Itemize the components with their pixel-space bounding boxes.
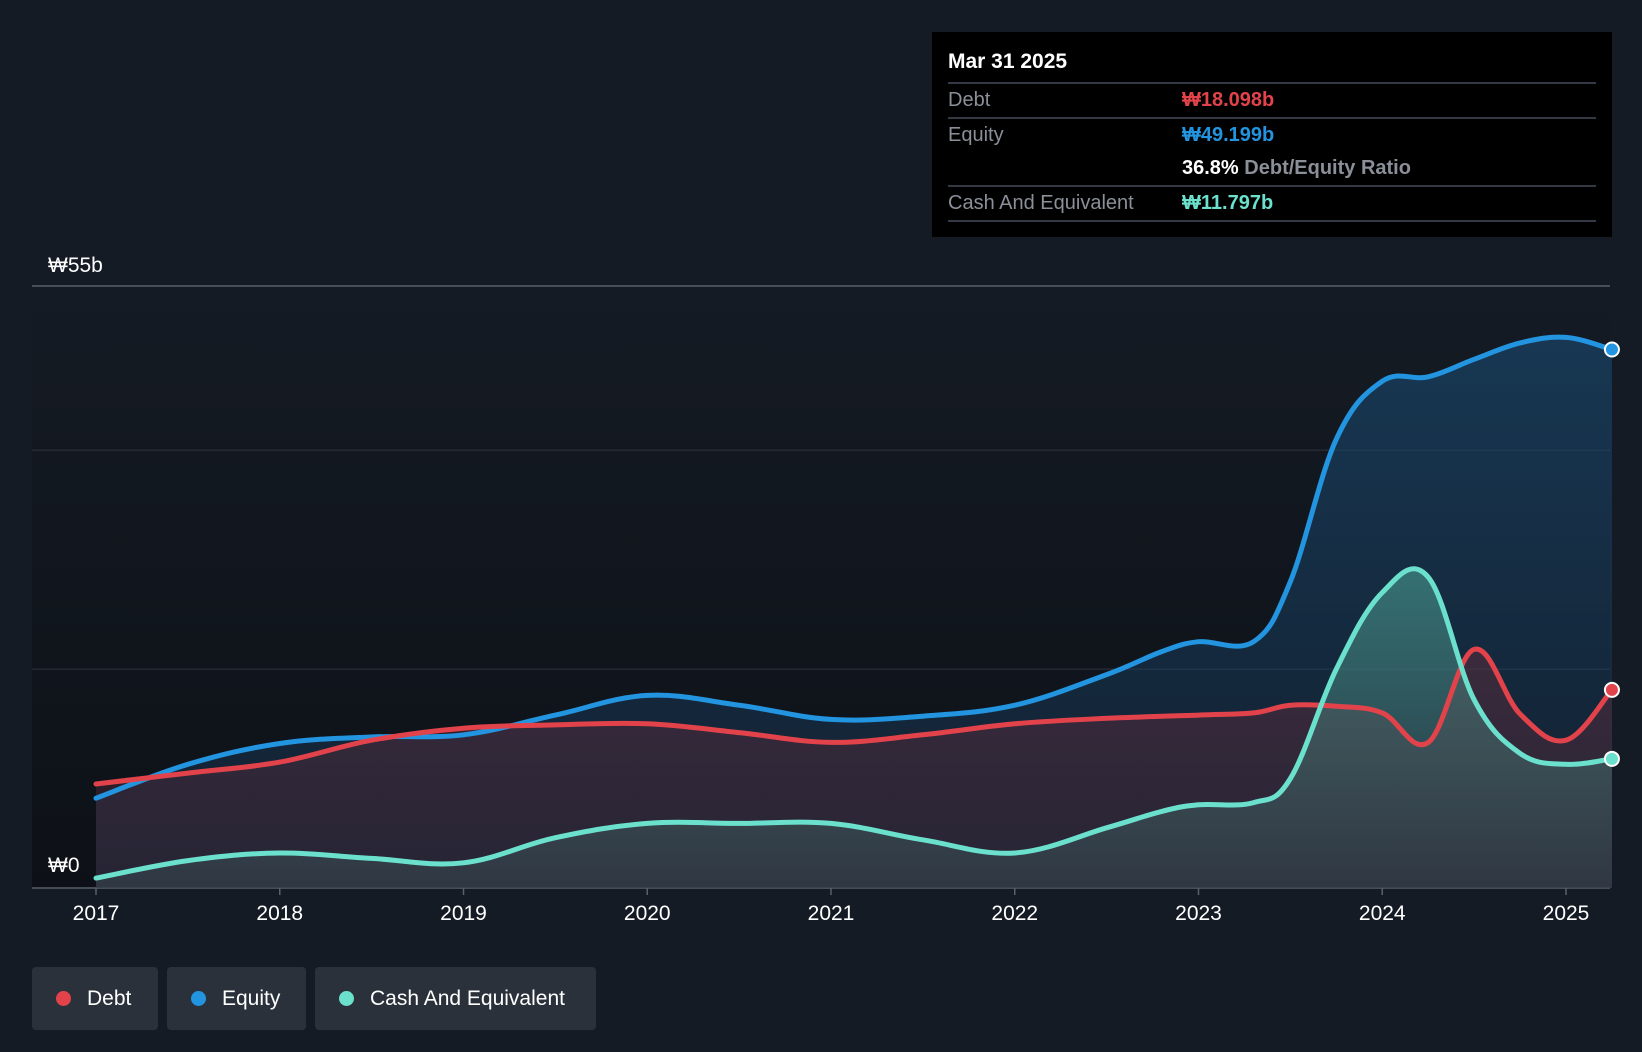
tooltip-ratio-value: 36.8% <box>1182 157 1239 179</box>
tooltip-debt-row: Debt ₩18.098b <box>948 84 1596 119</box>
tooltip-equity-row: Equity ₩49.199b <box>948 119 1596 152</box>
equity-line <box>93 334 1615 801</box>
end-markers <box>1603 341 1620 767</box>
tooltip-ratio: 36.8% Debt/Equity Ratio <box>1182 152 1411 185</box>
x-tick-label: 2022 <box>991 902 1038 925</box>
axis-labels: ₩55b ₩0 2017 2018 2019 2020 2021 2022 2023 2024 20… <box>48 254 1589 925</box>
tooltip-ratio-row: 36.8% Debt/Equity Ratio <box>948 152 1596 187</box>
x-tick-label: 2017 <box>73 902 120 925</box>
tooltip-cash-value: ₩11.797b <box>1182 192 1274 214</box>
debt-line <box>93 646 1615 787</box>
series-lines <box>93 334 1615 881</box>
legend-equity-label: Equity <box>222 986 281 1010</box>
tooltip-ratio-label: Debt/Equity Ratio <box>1244 157 1411 179</box>
tooltip-cash-label: Cash And Equivalent <box>948 192 1134 214</box>
cash-end-marker <box>1603 750 1620 767</box>
tooltip-panel: Mar 31 2025 Debt ₩18.098b Equity ₩49.199… <box>932 32 1612 237</box>
x-tick-label: 2021 <box>808 902 855 925</box>
y-tick-label: ₩0 <box>48 854 80 877</box>
tooltip-debt-value: ₩18.098b <box>1182 89 1275 111</box>
chart-legend: Debt Equity Cash And Equivalent <box>32 967 596 1030</box>
x-tick-label: 2020 <box>624 902 671 925</box>
tooltip-cash-row: Cash And Equivalent ₩11.797b <box>948 187 1596 222</box>
tooltip-date: Mar 31 2025 <box>948 32 1596 84</box>
tooltip-equity-value: ₩49.199b <box>1182 124 1275 146</box>
tooltip-equity-label: Equity <box>948 124 1004 146</box>
legend-equity-dot-icon <box>191 991 206 1006</box>
legend-cash-dot-icon <box>339 991 354 1006</box>
legend-debt-dot-icon <box>56 991 71 1006</box>
x-tick-label: 2023 <box>1175 902 1222 925</box>
x-tick-label: 2025 <box>1543 902 1590 925</box>
legend-item-debt[interactable]: Debt <box>32 967 158 1030</box>
legend-item-cash[interactable]: Cash And Equivalent <box>315 967 596 1030</box>
debt-end-marker <box>1603 681 1620 698</box>
x-tick-label: 2019 <box>440 902 487 925</box>
series-areas <box>96 337 1612 888</box>
legend-cash-label: Cash And Equivalent <box>370 986 565 1010</box>
cash-area <box>96 568 1612 888</box>
equity-end-marker <box>1603 341 1620 358</box>
cash-line <box>93 566 1615 881</box>
tooltip-debt-label: Debt <box>948 89 991 111</box>
y-tick-label: ₩55b <box>48 254 103 277</box>
x-tick-label: 2018 <box>256 902 303 925</box>
x-tick-label: 2024 <box>1359 902 1406 925</box>
legend-item-equity[interactable]: Equity <box>167 967 306 1030</box>
legend-debt-label: Debt <box>87 986 132 1010</box>
